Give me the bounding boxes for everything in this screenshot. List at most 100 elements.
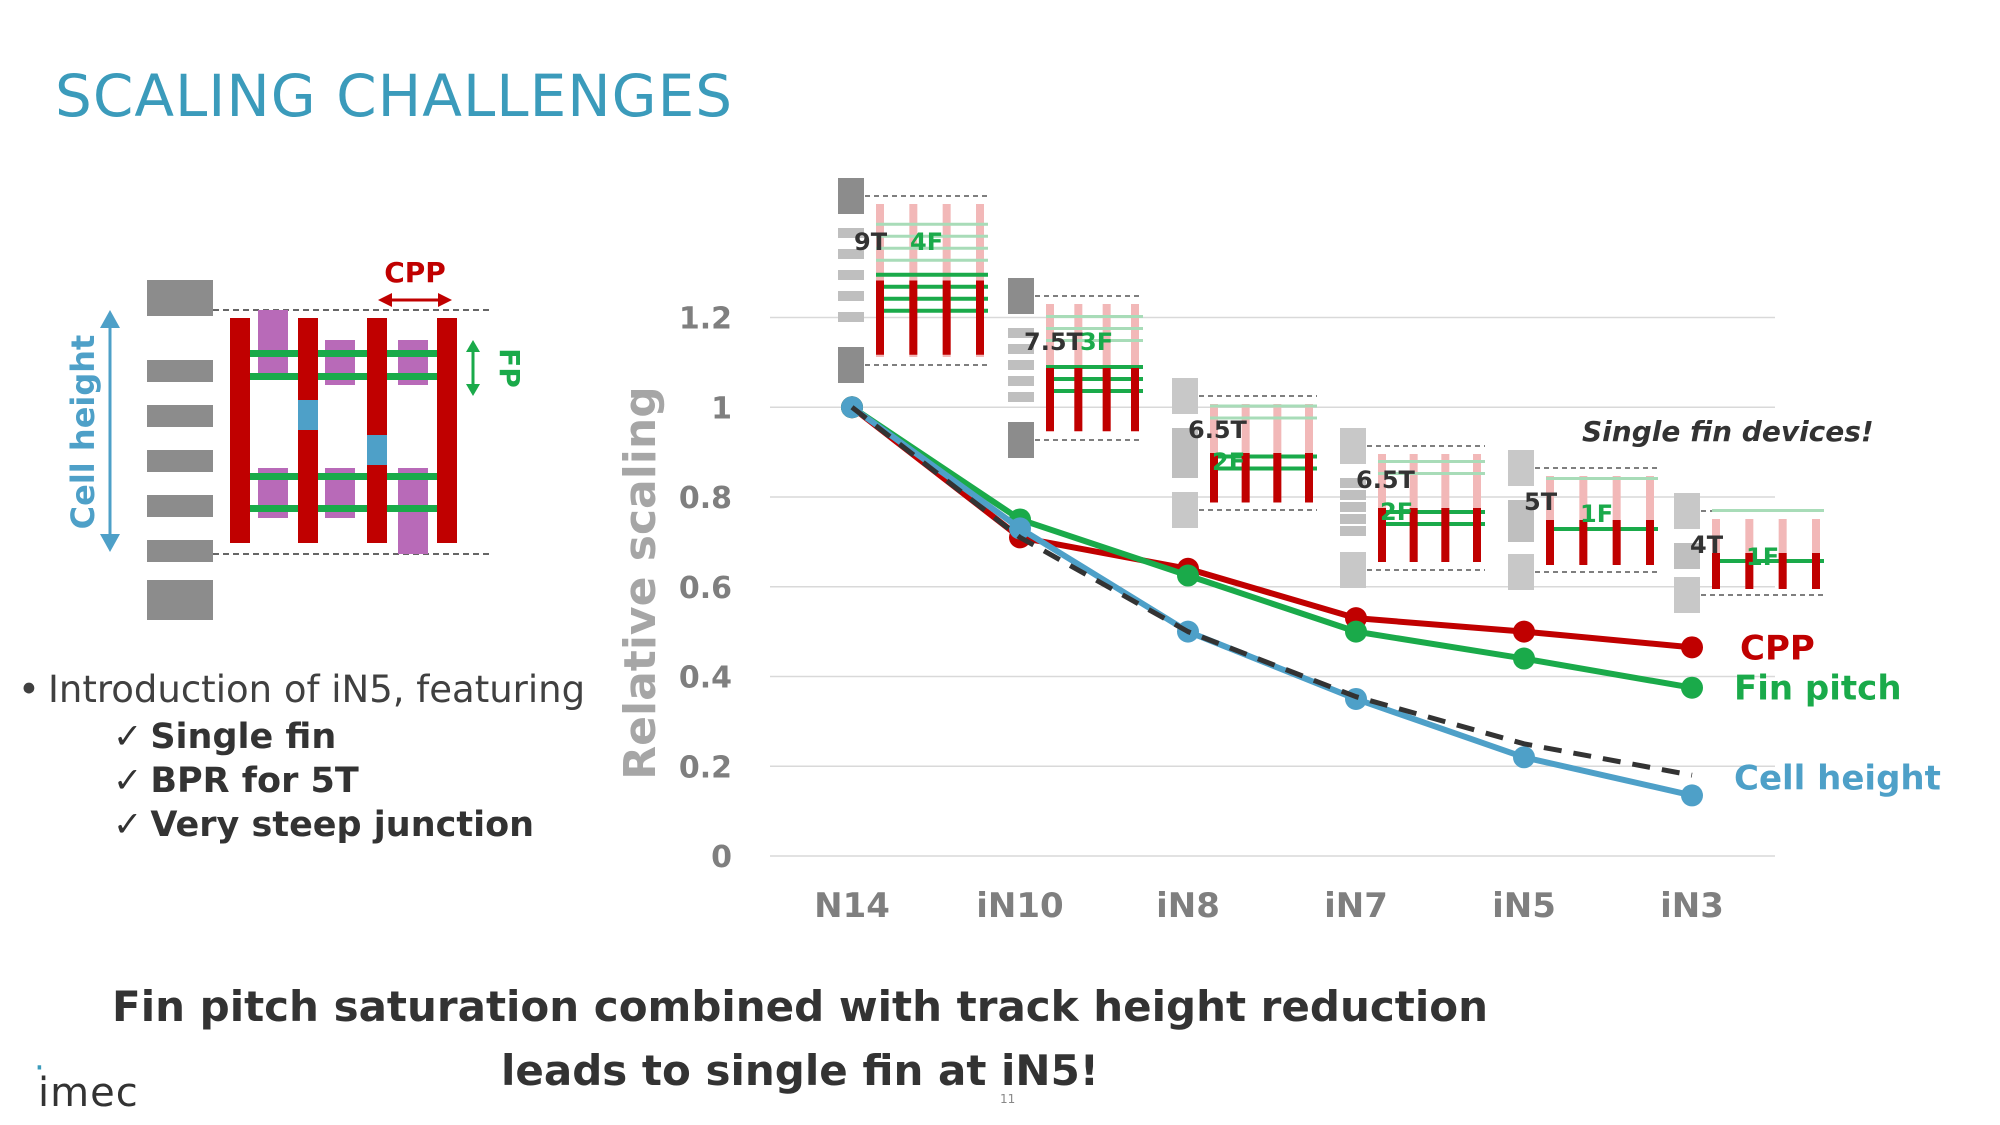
inset-fin-label: 3F [1080, 328, 1113, 356]
inset-fin [1210, 454, 1317, 459]
inset-track-label: 7.5T [1024, 328, 1084, 356]
inset-fin [1378, 522, 1485, 526]
inset-track [1340, 552, 1366, 588]
inset-gate [1712, 553, 1720, 589]
inset-gate [1612, 520, 1621, 565]
slide-title: SCALING CHALLENGES [55, 62, 734, 130]
inset-track [1508, 554, 1534, 590]
track-blocks [147, 280, 213, 620]
inset-gate [1646, 520, 1654, 565]
x-tick-label: iN7 [1324, 886, 1388, 926]
inset-gate [876, 280, 884, 355]
inset-gate [976, 280, 984, 355]
inset-track-label: 6.5T [1188, 416, 1248, 444]
inset-track [1340, 502, 1366, 512]
inset-track [1674, 493, 1700, 529]
data-point-cell-height [1681, 784, 1703, 807]
inset-gate [1241, 453, 1250, 503]
inset-fin-label: 1F [1580, 500, 1613, 528]
inset-fin [1378, 510, 1485, 514]
bullet-list: • Introduction of iN5, featuring ✓ Single … [18, 668, 585, 849]
takeaway-line-1: Fin pitch saturation combined with track… [112, 982, 1488, 1031]
inset-track [1508, 524, 1534, 534]
check-item-single-fin: ✓ Single fin [113, 717, 337, 757]
data-point-cell-height [1513, 746, 1535, 769]
inset-gate [1745, 553, 1754, 589]
inset-track [838, 270, 864, 280]
y-tick-label: 0.6 [679, 571, 732, 606]
inset-fin-faint [876, 234, 988, 238]
inset-gate [1441, 508, 1450, 562]
inset-track [1008, 360, 1034, 370]
inset-fin [1046, 365, 1143, 369]
inset-fin-label: 1F [1746, 543, 1779, 571]
data-point-cell-height [1009, 517, 1031, 540]
series-line-cpp [850, 404, 1693, 651]
imec-logo: · imec [34, 1048, 139, 1116]
inset-gate [1778, 553, 1787, 589]
inset-track [1340, 478, 1366, 488]
y-tick-label: 0.2 [679, 750, 732, 785]
inset-gate [1579, 520, 1588, 565]
y-tick-label: 1.2 [679, 302, 732, 337]
inset-fin-faint [1046, 339, 1143, 342]
y-axis-label: Relative scaling [615, 386, 666, 779]
x-tick-label: iN3 [1660, 886, 1724, 926]
inset-track [1340, 490, 1366, 500]
inset-fin-faint [1546, 477, 1658, 480]
inset-fin-faint [1046, 315, 1143, 318]
inset-track [838, 249, 864, 259]
inset-fin [1712, 559, 1824, 563]
data-point-cpp [1681, 636, 1703, 659]
inset-track [1172, 492, 1198, 528]
inset-fin-label: 2F [1380, 498, 1413, 526]
inset-track [1674, 577, 1700, 613]
inset-fin [876, 308, 988, 313]
cell-layout-diagram: Cell height CPP FP [64, 256, 526, 620]
inset-gate [1046, 368, 1054, 431]
inset-track [1008, 392, 1034, 402]
inset-track-label: 4T [1690, 531, 1724, 559]
data-point-cpp [1513, 620, 1535, 643]
inset-track [1008, 376, 1034, 386]
y-tick-label: 1 [711, 391, 732, 426]
inset-track [1508, 450, 1534, 486]
series-label-cell-height: Cell height [1734, 758, 1941, 798]
takeaway-text: Fin pitch saturation combined with track… [0, 975, 1600, 1103]
inset-gate [1273, 453, 1282, 503]
inset-fin-faint [1210, 416, 1317, 420]
inset-gate [1546, 520, 1554, 565]
inset-track [1008, 422, 1034, 458]
series-line-fin-pitch [850, 404, 1693, 691]
inset-track [1508, 532, 1534, 542]
inset-fin [876, 272, 988, 277]
checkmark-icon: ✓ [113, 761, 143, 801]
inset-track [1008, 328, 1034, 338]
inset-track [1172, 438, 1198, 448]
data-point-fin-pitch [1513, 647, 1535, 670]
inset-track [1008, 344, 1034, 354]
inset-track [1172, 378, 1198, 414]
inset-gate [909, 280, 918, 355]
x-tick-label: iN5 [1492, 886, 1556, 926]
inset-track [838, 178, 864, 214]
inset-track [1340, 428, 1366, 464]
inset-track [838, 291, 864, 301]
y-tick-label: 0.8 [679, 481, 732, 516]
inset-gate [1131, 368, 1139, 431]
series-line-trend [850, 405, 1693, 778]
series-label-fin-pitch: Fin pitch [1734, 669, 1902, 709]
inset-track [1172, 468, 1198, 478]
inset-fin [876, 296, 988, 301]
takeaway-line-2: leads to single fin at iN5! [501, 1046, 1099, 1095]
check-item-steep-junction: ✓ Very steep junction [113, 805, 535, 845]
single-fin-annotation: Single fin devices! [1582, 415, 1874, 448]
inset-fin-faint [876, 258, 988, 262]
inset-fin [876, 284, 988, 289]
checkmark-icon: ✓ [113, 805, 143, 845]
bullet-lead: • Introduction of iN5, featuring [18, 668, 586, 711]
inset-fin [1046, 377, 1143, 381]
cpp-label: CPP [384, 256, 446, 289]
inset-gate [1378, 508, 1386, 562]
